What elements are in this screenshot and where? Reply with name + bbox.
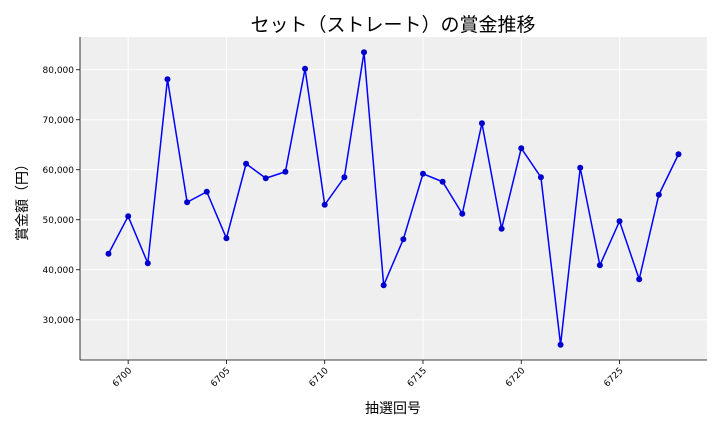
data-point	[478, 120, 485, 127]
data-point	[223, 235, 230, 242]
data-point	[419, 170, 426, 177]
data-point	[321, 201, 328, 208]
grid-lines	[80, 37, 707, 360]
data-point	[616, 218, 623, 225]
data-point	[577, 164, 584, 171]
y-tick-label: 70,000	[43, 116, 75, 126]
data-point	[380, 282, 387, 289]
y-tick-label: 40,000	[43, 266, 75, 276]
x-axis-label: 抽選回号	[365, 401, 421, 417]
y-tick-label: 60,000	[43, 166, 75, 176]
data-point	[144, 260, 151, 267]
data-point	[498, 225, 505, 232]
data-point	[125, 213, 132, 220]
data-point	[518, 145, 525, 152]
data-point	[361, 49, 368, 56]
y-tick-label: 30,000	[43, 316, 75, 326]
series-line	[107, 52, 680, 345]
data-point	[105, 250, 112, 257]
y-tick-label: 80,000	[43, 66, 75, 76]
data-point	[675, 151, 682, 158]
data-point	[203, 188, 210, 195]
data-point	[243, 160, 250, 167]
data-point	[302, 65, 309, 72]
y-tick-label: 50,000	[43, 216, 75, 226]
data-point	[636, 276, 643, 283]
y-axis-label: 賞金額（円）	[15, 157, 31, 241]
data-point	[400, 236, 407, 243]
data-point	[262, 175, 269, 182]
plot-area	[80, 37, 707, 360]
data-point	[341, 174, 348, 181]
data-point	[459, 210, 466, 217]
data-point	[184, 199, 191, 206]
axes	[76, 37, 707, 364]
data-point	[439, 178, 446, 185]
data-point	[557, 341, 564, 348]
data-point	[164, 76, 171, 83]
data-point	[537, 174, 544, 181]
data-point	[282, 168, 289, 175]
data-point	[655, 191, 662, 198]
series	[105, 49, 682, 348]
chart-title: セット（ストレート）の賞金推移	[250, 14, 535, 36]
data-point	[596, 262, 603, 269]
